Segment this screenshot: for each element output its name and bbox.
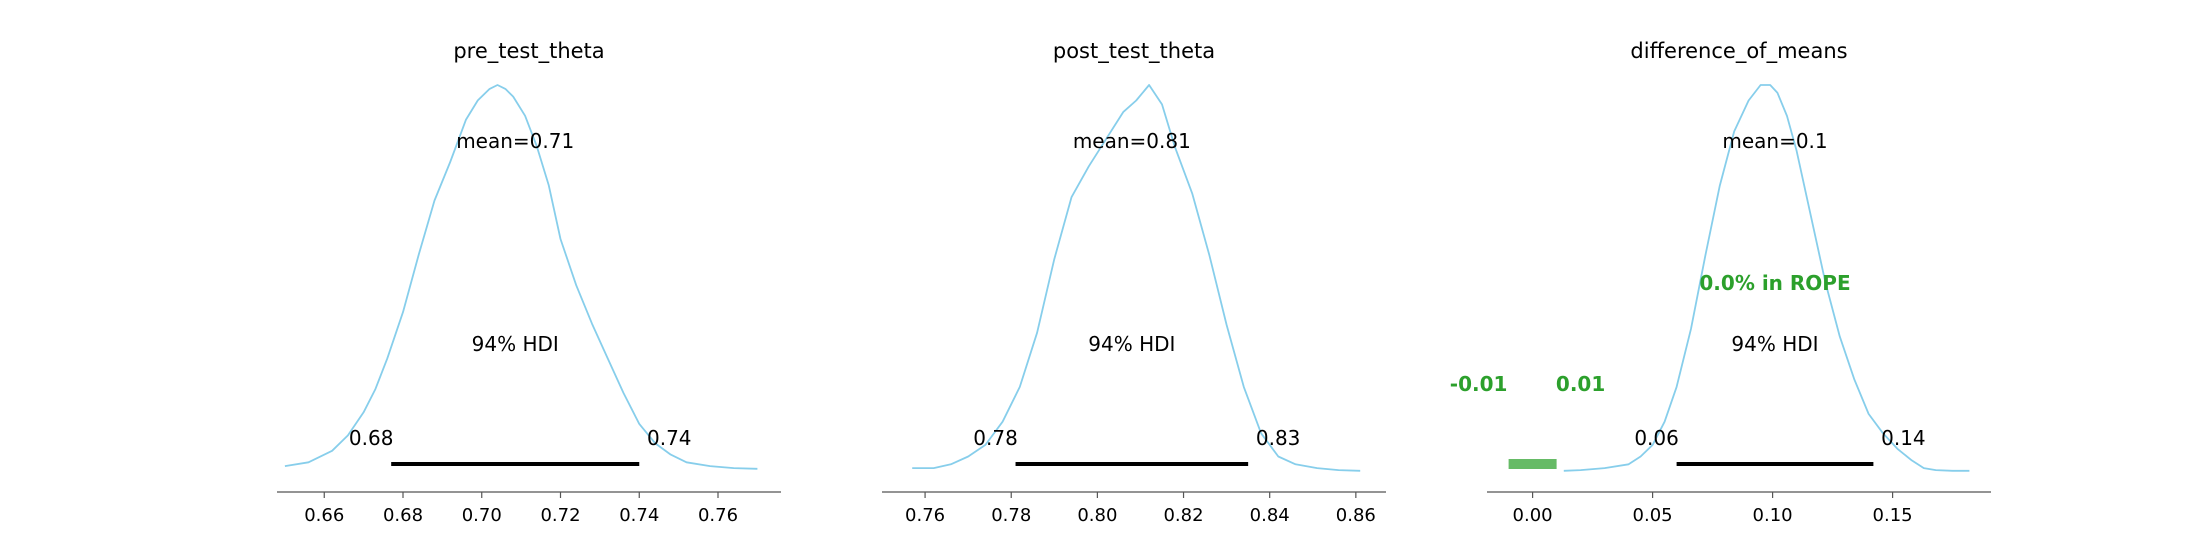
panel-post-test-theta: post_test_theta mean=0.81 94% HDI 0.78 0.83 0… [882, 39, 1386, 526]
x-tick-label: 0.86 [1336, 505, 1376, 526]
hdi-low-label: 0.06 [1634, 426, 1679, 450]
x-tick-label: 0.74 [619, 505, 659, 526]
rope-bar [1508, 459, 1557, 469]
hdi-high-label: 0.14 [1881, 426, 1926, 450]
x-tick-label: 0.72 [540, 505, 580, 526]
x-tick-label: 0.15 [1873, 505, 1913, 526]
rope-low-label: -0.01 [1450, 372, 1508, 396]
hdi-label: 94% HDI [472, 332, 559, 356]
mean-label: mean=0.1 [1722, 129, 1827, 153]
x-tick-label: 0.82 [1163, 505, 1203, 526]
x-tick-label: 0.70 [462, 505, 502, 526]
hdi-low-label: 0.68 [349, 426, 394, 450]
x-tick-label: 0.05 [1633, 505, 1673, 526]
hdi-low-label: 0.78 [973, 426, 1018, 450]
density-curve [284, 84, 758, 470]
hdi-label: 94% HDI [1731, 332, 1818, 356]
panel-title: difference_of_means [1630, 39, 1847, 64]
panel-difference-of-means: difference_of_means mean=0.1 94% HDI 0.06 0.… [1450, 39, 1991, 526]
x-tick-label: 0.66 [304, 505, 344, 526]
rope-high-label: 0.01 [1556, 372, 1605, 396]
hdi-label: 94% HDI [1088, 332, 1175, 356]
mean-label: mean=0.81 [1073, 129, 1191, 153]
x-tick-label: 0.84 [1250, 505, 1290, 526]
panel-title: post_test_theta [1053, 39, 1215, 64]
x-tick-label: 0.68 [383, 505, 423, 526]
hdi-high-label: 0.74 [647, 426, 692, 450]
mean-label: mean=0.71 [456, 129, 574, 153]
x-tick-label: 0.10 [1753, 505, 1793, 526]
panel-pre-test-theta: pre_test_theta mean=0.71 94% HDI 0.68 0.74 0.… [277, 39, 781, 526]
x-tick-label: 0.76 [698, 505, 738, 526]
density-curve [912, 84, 1361, 472]
panel-title: pre_test_theta [453, 39, 604, 64]
rope-percentage-label: 0.0% in ROPE [1699, 271, 1850, 295]
density-curve [1563, 84, 1970, 472]
x-tick-label: 0.80 [1077, 505, 1117, 526]
hdi-high-label: 0.83 [1256, 426, 1301, 450]
x-tick-label: 0.76 [905, 505, 945, 526]
x-tick-label: 0.78 [991, 505, 1031, 526]
x-tick-label: 0.00 [1513, 505, 1553, 526]
